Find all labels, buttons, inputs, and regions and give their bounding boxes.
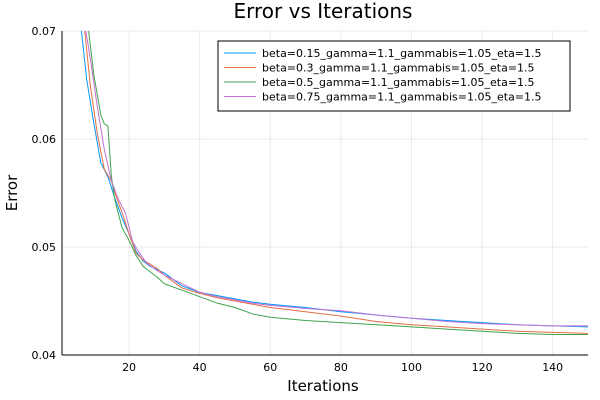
x-tick-label: 40 (193, 361, 207, 374)
tick-labels: 20 40 60 80 100 120 140 0.04 0.05 0.06 0.07 (32, 25, 564, 374)
legend-label: beta=0.75_gamma=1.1_gammabis=1.05_eta=1.… (262, 91, 542, 104)
legend-label: beta=0.15_gamma=1.1_gammabis=1.05_eta=1.… (262, 47, 542, 60)
x-tick-label: 140 (542, 361, 563, 374)
series-lines (80, 31, 588, 335)
legend-box (217, 40, 571, 112)
y-tick-label: 0.07 (32, 25, 57, 38)
x-tick-label: 100 (401, 361, 422, 374)
x-axis-title: Iterations (287, 377, 359, 395)
series-line-4 (85, 31, 588, 327)
axes (61, 31, 588, 356)
y-tick-label: 0.05 (32, 241, 57, 254)
legend-label: beta=0.3_gamma=1.1_gammabis=1.05_eta=1.5 (262, 62, 535, 75)
x-tick-label: 80 (334, 361, 348, 374)
y-axis-title: Error (3, 174, 21, 211)
x-tick-label: 120 (472, 361, 493, 374)
y-tick-label: 0.06 (32, 133, 57, 146)
series-line-3 (88, 31, 588, 335)
chart-title: Error vs Iterations (234, 0, 413, 23)
legend-label: beta=0.5_gamma=1.1_gammabis=1.05_eta=1.5 (262, 76, 535, 89)
x-tick-label: 20 (122, 361, 136, 374)
x-tick-label: 60 (263, 361, 277, 374)
series-line-1 (80, 31, 588, 328)
legend: beta=0.15_gamma=1.1_gammabis=1.05_eta=1.… (217, 40, 571, 112)
y-tick-label: 0.04 (32, 349, 57, 362)
